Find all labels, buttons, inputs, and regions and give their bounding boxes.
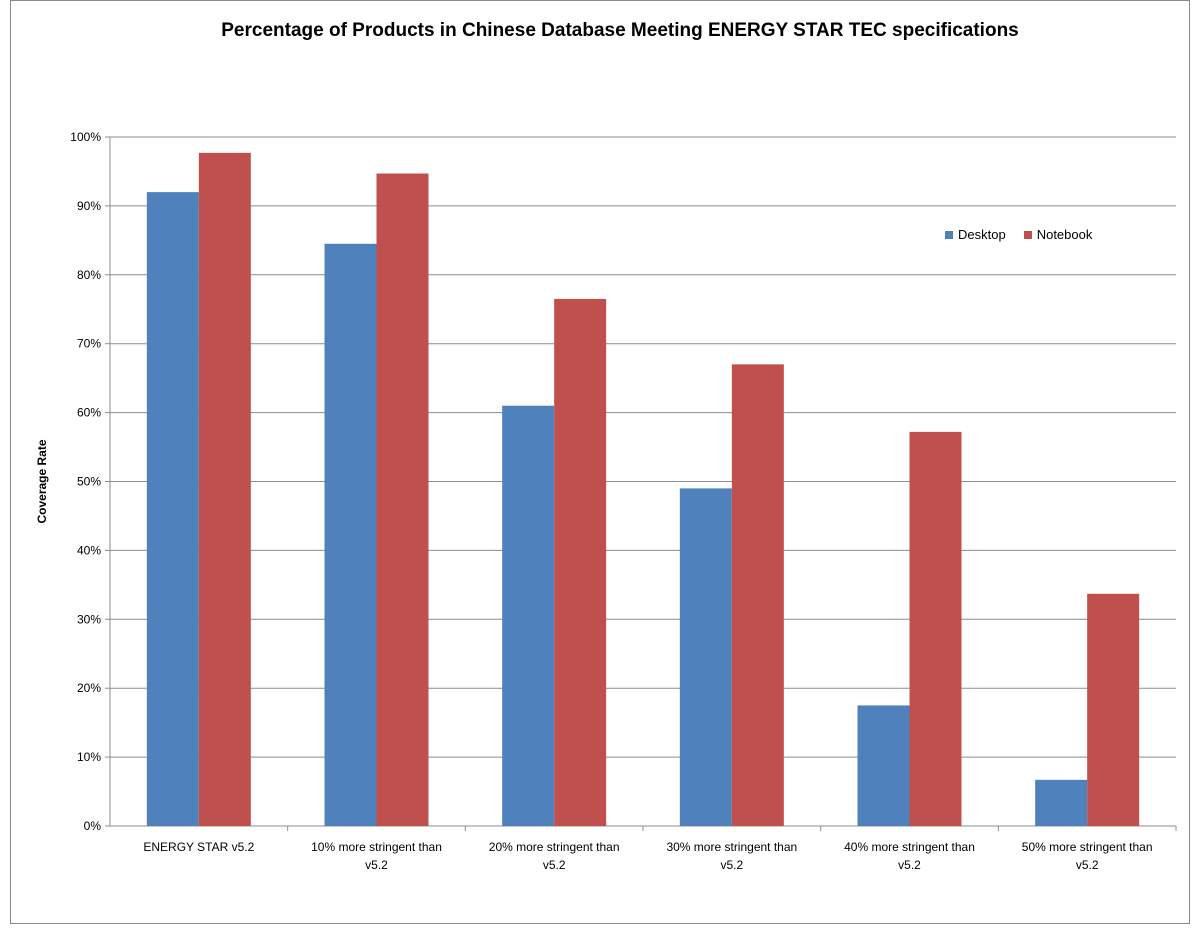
y-tick-label: 30%	[77, 612, 101, 626]
y-tick-label: 70%	[77, 337, 101, 351]
bar-notebook-2	[554, 298, 607, 826]
x-tick-label: ENERGY STAR v5.2	[143, 840, 254, 854]
x-tick-label: v5.2	[543, 858, 566, 872]
bar-desktop-2	[502, 405, 555, 826]
bar-notebook-5	[1087, 593, 1140, 826]
y-tick-label: 80%	[77, 268, 101, 282]
x-tick-label: v5.2	[365, 858, 388, 872]
y-tick-label: 0%	[84, 819, 102, 833]
y-tick-label: 60%	[77, 406, 101, 420]
x-tick-label: v5.2	[898, 858, 921, 872]
bar-desktop-5	[1035, 779, 1088, 826]
bar-notebook-3	[731, 364, 784, 826]
bar-desktop-0	[146, 192, 199, 826]
x-tick-label: 50% more stringent than	[1022, 840, 1153, 854]
legend-label-desktop: Desktop	[958, 227, 1006, 242]
bar-desktop-4	[857, 705, 910, 826]
legend-swatch-notebook	[1023, 230, 1032, 239]
bar-desktop-1	[324, 243, 377, 827]
x-tick-label: 20% more stringent than	[489, 840, 620, 854]
bar-notebook-4	[909, 431, 962, 826]
x-tick-label: v5.2	[1076, 858, 1099, 872]
bar-desktop-3	[679, 488, 732, 826]
legend-item-desktop: Desktop	[945, 227, 1006, 242]
legend-item-notebook: Notebook	[1023, 227, 1093, 242]
y-tick-label: 40%	[77, 543, 101, 557]
y-tick-label: 50%	[77, 475, 101, 489]
x-tick-label: 30% more stringent than	[666, 840, 797, 854]
x-tick-label: 40% more stringent than	[844, 840, 975, 854]
x-tick-label: 10% more stringent than	[311, 840, 442, 854]
y-tick-label: 90%	[77, 199, 101, 213]
chart-title: Percentage of Products in Chinese Databa…	[221, 20, 1019, 41]
x-tick-label: v5.2	[720, 858, 743, 872]
legend: Desktop Notebook	[945, 227, 1110, 242]
y-tick-label: 10%	[77, 750, 101, 764]
bar-notebook-1	[376, 173, 429, 827]
y-tick-label: 100%	[70, 130, 101, 144]
legend-swatch-desktop	[945, 230, 953, 239]
y-tick-label: 20%	[77, 681, 101, 695]
y-axis-label: Coverage Rate	[35, 439, 49, 523]
bar-notebook-0	[198, 152, 251, 827]
legend-label-notebook: Notebook	[1036, 227, 1093, 242]
